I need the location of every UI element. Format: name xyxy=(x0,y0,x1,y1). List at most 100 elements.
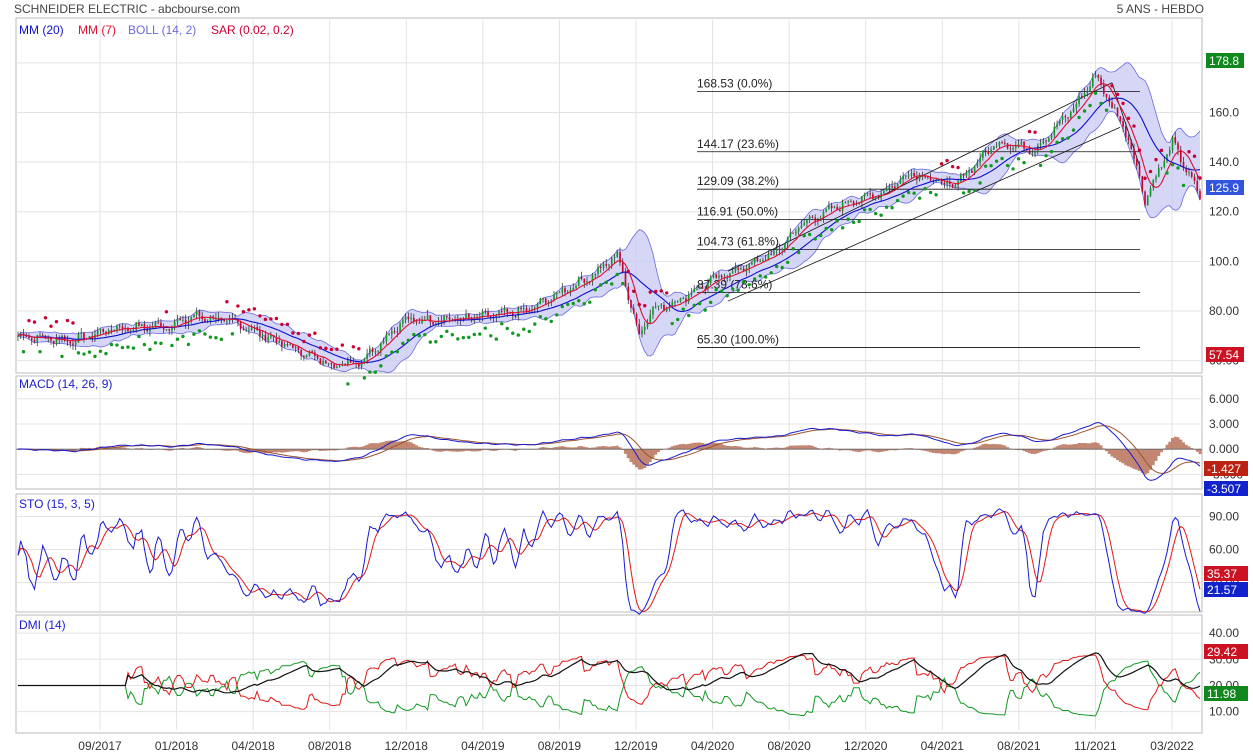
macd-hist-195 xyxy=(552,447,556,450)
candle-body-19 xyxy=(69,341,72,344)
macd-hist-143 xyxy=(409,442,413,450)
macd-hist-259 xyxy=(728,446,732,450)
sar-dot-116 xyxy=(335,347,339,351)
candle-body-45 xyxy=(140,323,143,326)
macd-hist-379 xyxy=(1058,445,1062,450)
sto-d-line xyxy=(17,510,1201,613)
macd-hist-173 xyxy=(492,449,496,451)
sar-dot-218 xyxy=(615,272,619,277)
candle-body-61 xyxy=(184,319,187,324)
candle-body-289 xyxy=(811,216,814,218)
sar-dot-150 xyxy=(428,340,433,344)
candle-body-109 xyxy=(316,355,319,359)
macd-hist-351 xyxy=(981,444,985,450)
macd-hist-152 xyxy=(434,449,438,452)
candle-body-40 xyxy=(127,327,129,332)
candle-body-194 xyxy=(550,300,553,303)
candle-body-309 xyxy=(866,193,869,195)
candle-body-284 xyxy=(797,227,800,232)
macd-hist-245 xyxy=(689,443,693,450)
candle-body-192 xyxy=(544,298,547,304)
sar-dot-158 xyxy=(450,332,455,337)
macd-hist-307 xyxy=(860,449,864,452)
macd-hist-115 xyxy=(332,449,336,451)
x-tick-7: 12/2019 xyxy=(614,739,658,753)
candle-body-428 xyxy=(1193,176,1196,181)
sar-dot-234 xyxy=(659,289,663,293)
macd-hist-221 xyxy=(623,449,627,454)
candle-body-135 xyxy=(388,333,390,335)
price-y-tick-5: 160.0 xyxy=(1209,106,1239,120)
candle-body-211 xyxy=(597,266,599,274)
sar-dot-418 xyxy=(1165,171,1169,175)
macd-hist-403 xyxy=(1124,449,1128,466)
macd-hist-323 xyxy=(904,448,908,450)
sar-dot-142 xyxy=(406,338,411,343)
candle-body-319 xyxy=(894,186,896,189)
macd-hist-215 xyxy=(607,446,611,450)
sar-dot-174 xyxy=(494,337,498,341)
macd-hist-66 xyxy=(197,447,201,450)
price-panel: 168.53 (0.0%) 144.17 (23.6%) 129.09 (38.2%… xyxy=(17,62,1202,386)
macd-hist-35 xyxy=(112,447,116,450)
sar-dot-166 xyxy=(472,332,477,337)
candle-body-343 xyxy=(960,173,962,182)
macd-hist-130 xyxy=(373,443,377,450)
candle-body-288 xyxy=(808,216,811,220)
sar-dot-350 xyxy=(978,181,982,185)
x-tick-3: 08/2018 xyxy=(308,739,352,753)
macd-hist-383 xyxy=(1069,444,1073,450)
dmi-y-tick-3: 10.00 xyxy=(1209,705,1239,719)
candle-body-318 xyxy=(891,186,893,188)
macd-hist-244 xyxy=(687,443,691,450)
macd-hist-95 xyxy=(277,449,281,453)
macd-hist-94 xyxy=(274,449,278,453)
dmi-plus-line xyxy=(18,654,1201,711)
candle-body-426 xyxy=(1188,172,1190,174)
candle-body-92 xyxy=(270,335,272,338)
candle-body-210 xyxy=(594,273,597,276)
candle-body-225 xyxy=(635,313,638,325)
macd-hist-23 xyxy=(79,447,83,450)
candle-body-277 xyxy=(778,248,781,250)
macd-hist-153 xyxy=(437,449,441,452)
candle-body-363 xyxy=(1015,145,1017,148)
candle-body-20 xyxy=(72,343,74,345)
macd-hist-146 xyxy=(417,446,421,450)
macd-hist-212 xyxy=(599,446,603,450)
panel-frames xyxy=(15,17,1203,734)
candle-body-402 xyxy=(1122,120,1124,127)
candle-body-134 xyxy=(385,334,388,341)
candle-body-80 xyxy=(237,319,239,323)
sar-dot-252 xyxy=(709,300,713,305)
candle-body-273 xyxy=(767,254,770,260)
candle-body-330 xyxy=(924,176,926,178)
sar-dot-294 xyxy=(824,226,828,231)
candle-body-228 xyxy=(643,326,646,330)
candle-body-62 xyxy=(187,321,190,324)
sto-title: STO (15, 3, 5) xyxy=(19,497,95,511)
candle-body-195 xyxy=(553,294,555,301)
macd-hist-310 xyxy=(868,449,872,451)
macd-hist-141 xyxy=(404,440,408,450)
x-tick-6: 08/2019 xyxy=(538,739,582,753)
candle-body-150 xyxy=(429,315,432,323)
macd-hist-306 xyxy=(857,449,861,453)
candle-body-303 xyxy=(850,201,852,203)
sar-dot-298 xyxy=(835,219,839,223)
macd-hist-425 xyxy=(1184,444,1188,450)
candle-body-425 xyxy=(1185,168,1188,173)
sar-dot-292 xyxy=(818,233,823,238)
candle-body-258 xyxy=(726,277,729,279)
sar-dot-392 xyxy=(1093,91,1098,95)
candle-body-246 xyxy=(693,289,696,293)
candle-body-170 xyxy=(484,311,487,313)
macd-y-tick-0: 6.000 xyxy=(1209,392,1239,406)
sar-dot-94 xyxy=(274,316,279,321)
macd-hist-313 xyxy=(876,449,880,453)
candle-body-107 xyxy=(311,351,313,353)
macd-hist-354 xyxy=(989,444,993,450)
badge-min: 57.54 xyxy=(1209,348,1239,362)
legend-ma7: MM (7) xyxy=(78,23,116,37)
candle-body-140 xyxy=(402,320,404,324)
